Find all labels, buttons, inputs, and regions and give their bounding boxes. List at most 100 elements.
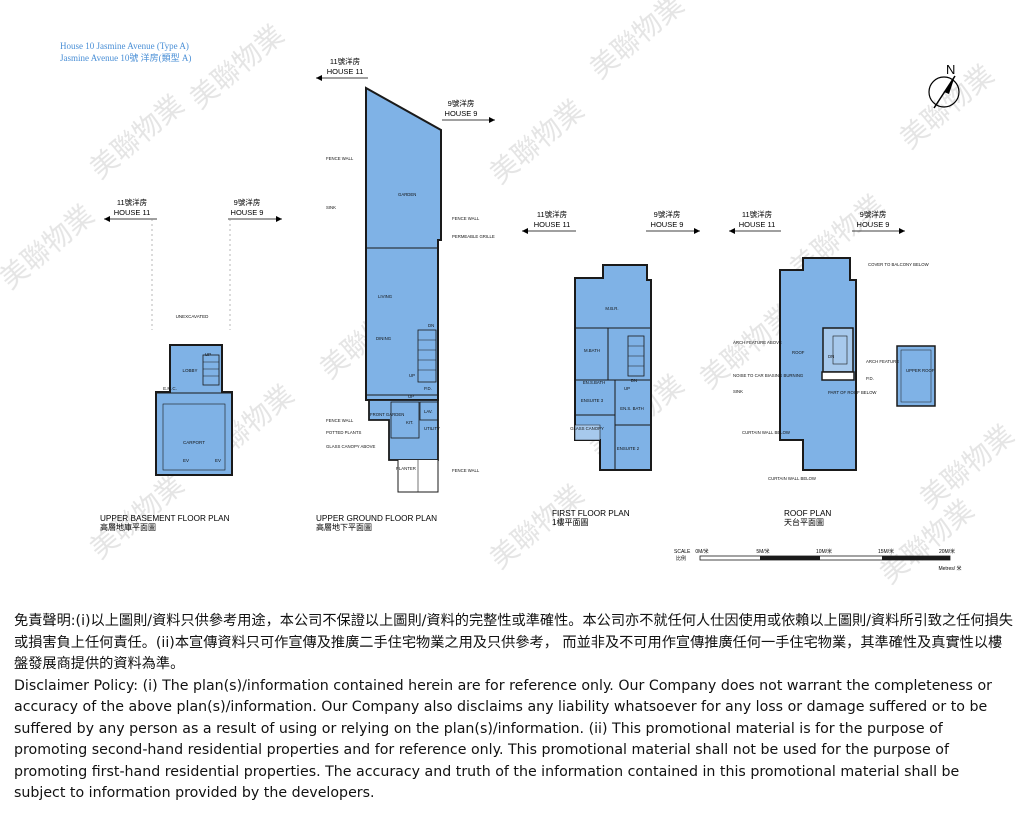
plan-title-zh: 1樓平面圖 bbox=[552, 517, 588, 527]
watermark: 美聯物業 bbox=[914, 419, 1020, 515]
room-label: ARCH FEATURE ABOVE bbox=[733, 340, 782, 345]
house9-en: HOUSE 9 bbox=[231, 208, 264, 217]
watermark-layer: 美聯物業 美聯物業 美聯物業 美聯物業 美聯物業 美聯物業 美聯物業 美聯物業 … bbox=[0, 0, 1020, 590]
plan-title-zh: 高層地庫平面圖 bbox=[100, 522, 156, 532]
plan-title-en: UPPER BASEMENT FLOOR PLAN bbox=[100, 514, 230, 523]
house9-en: HOUSE 9 bbox=[445, 109, 478, 118]
room-label: ROOF bbox=[792, 350, 805, 355]
disclaimer: 免責聲明:(i)以上圖則/資料只供參考用途，本公司不保證以上圖則/資料的完整性或… bbox=[14, 611, 1014, 805]
room-label: FENCE WALL bbox=[326, 156, 354, 161]
floor-plan-drawing: 美聯物業 美聯物業 美聯物業 美聯物業 美聯物業 美聯物業 美聯物業 美聯物業 … bbox=[0, 0, 1020, 590]
north-compass-icon: N bbox=[928, 62, 960, 109]
header-line-en: House 10 Jasmine Avenue (Type A) bbox=[60, 41, 189, 51]
scale-tick: 5M/米 bbox=[756, 548, 769, 555]
room-label: UP bbox=[624, 386, 630, 391]
watermark: 美聯物業 bbox=[584, 0, 690, 85]
house11-en: HOUSE 11 bbox=[327, 67, 364, 76]
north-label: N bbox=[946, 62, 955, 77]
room-label: M.BATH bbox=[584, 348, 600, 353]
room-label: LIVING bbox=[378, 294, 393, 299]
house11-en: HOUSE 11 bbox=[114, 208, 151, 217]
watermark: 美聯物業 bbox=[84, 89, 190, 185]
first-floor-plan: M.B.R. M.BATH EN.S.BATH ENSUITE 3 UP DN … bbox=[552, 264, 652, 527]
header-line-zh: Jasmine Avenue 10號 洋房(類型 A) bbox=[60, 53, 192, 63]
room-label: LOBBY bbox=[182, 368, 197, 373]
watermark: 美聯物業 bbox=[484, 94, 590, 190]
room-label: PART OF ROOF BELOW bbox=[828, 390, 877, 395]
room-label: FENCE WALL bbox=[452, 468, 480, 473]
scale-tick: 20M/米 bbox=[939, 548, 955, 555]
room-label: E.M.C. bbox=[163, 386, 177, 391]
room-label: CURTAIN WALL BELOW bbox=[768, 476, 817, 481]
room-label: UTILITY bbox=[424, 426, 440, 431]
house9-zh: 9號洋房 bbox=[860, 209, 887, 219]
watermark: 美聯物業 bbox=[184, 19, 290, 115]
house11-zh: 11號洋房 bbox=[117, 197, 147, 207]
room-label: UP bbox=[408, 394, 414, 399]
room-label: UNEXCAVATED bbox=[176, 314, 210, 319]
room-label: P.D. bbox=[424, 386, 432, 391]
house11-en: HOUSE 11 bbox=[739, 220, 776, 229]
watermark: 美聯物業 bbox=[874, 494, 980, 590]
scale-label-en: SCALE bbox=[674, 549, 691, 555]
room-label: EV bbox=[215, 458, 221, 463]
scale-bar: SCALE 比例 0M/米 5M/米 10M/米 15M/米 20M/米 Met… bbox=[674, 548, 962, 572]
room-label: GARDEN bbox=[398, 192, 416, 197]
room-label: UP bbox=[205, 352, 211, 357]
room-label: FENCE WALL bbox=[326, 418, 354, 423]
room-label: EV bbox=[183, 458, 189, 463]
house9-zh: 9號洋房 bbox=[234, 197, 261, 207]
room-label: DN bbox=[428, 323, 434, 328]
room-label: PLANTER bbox=[396, 466, 416, 471]
room-label: DINING bbox=[376, 336, 392, 341]
house-marker-group: 11號洋房 HOUSE 11 9號洋房 HOUSE 9 bbox=[729, 209, 905, 234]
room-label: LAV. bbox=[424, 409, 433, 414]
room-label: UP bbox=[409, 373, 415, 378]
room-label: CURTAIN WALL BELOW bbox=[742, 430, 791, 435]
plan-title-en: UPPER GROUND FLOOR PLAN bbox=[316, 514, 437, 523]
room-label: ENSUITE 3 bbox=[581, 398, 604, 403]
plan-title-zh: 高層地下平面圖 bbox=[316, 522, 372, 532]
scale-unit: Metres/ 米 bbox=[938, 565, 961, 572]
plan-header: House 10 Jasmine Avenue (Type A) Jasmine… bbox=[60, 40, 191, 64]
scale-tick: 0M/米 bbox=[695, 548, 708, 555]
room-label: M.B.R. bbox=[605, 306, 618, 311]
scale-tick: 15M/米 bbox=[878, 548, 894, 555]
room-label: SINK bbox=[733, 389, 743, 394]
house11-zh: 11號洋房 bbox=[330, 56, 360, 66]
watermark: 美聯物業 bbox=[0, 199, 100, 295]
room-label: GLASS CANOPY ABOVE bbox=[326, 444, 375, 449]
house11-zh: 11號洋房 bbox=[742, 209, 772, 219]
room-label: ARCH FEATURE bbox=[866, 359, 899, 364]
upper-basement-plan: UNEXCAVATED LOBBY UP E.M.C. CARPORT EV E… bbox=[100, 219, 233, 532]
house-marker-group: 11號洋房 HOUSE 11 9號洋房 HOUSE 9 bbox=[316, 56, 495, 123]
scale-tick: 10M/米 bbox=[816, 548, 832, 555]
room-label: POTTED PLANTS bbox=[326, 430, 361, 435]
room-label: COVER TO BALCONY BELOW bbox=[868, 262, 930, 267]
room-label: UPPER ROOF bbox=[906, 368, 935, 373]
house9-en: HOUSE 9 bbox=[857, 220, 890, 229]
room-label: P.D. bbox=[866, 376, 874, 381]
room-label: SINK bbox=[326, 205, 336, 210]
room-label: ENSUITE 2 bbox=[617, 446, 640, 451]
house-marker-group: 11號洋房 HOUSE 11 9號洋房 HOUSE 9 bbox=[522, 209, 700, 234]
plan-title-zh: 天台平面圖 bbox=[784, 517, 824, 527]
room-label: PERMEABLE GRILLE bbox=[452, 234, 495, 239]
room-label: EN.S. BATH bbox=[620, 406, 644, 411]
room-label: FENCE WALL bbox=[452, 216, 480, 221]
room-label: EN.S.BATH bbox=[583, 380, 605, 385]
room-label: CARPORT bbox=[183, 440, 205, 445]
house9-zh: 9號洋房 bbox=[448, 98, 475, 108]
room-label: DN bbox=[828, 354, 834, 359]
room-label: NOISE TO CAR BIASING BURNING bbox=[733, 373, 804, 378]
plan-title-en: ROOF PLAN bbox=[784, 509, 831, 518]
house11-zh: 11號洋房 bbox=[537, 209, 567, 219]
house9-zh: 9號洋房 bbox=[654, 209, 681, 219]
room-label: KIT. bbox=[406, 420, 413, 425]
room-label: FRONT GARDEN bbox=[370, 412, 404, 417]
disclaimer-en: Disclaimer Policy: (i) The plan(s)/infor… bbox=[14, 677, 992, 802]
disclaimer-zh: 免責聲明:(i)以上圖則/資料只供參考用途，本公司不保證以上圖則/資料的完整性或… bbox=[14, 613, 1013, 672]
upper-ground-plan: FENCE WALL GARDEN SINK FENCE WALL PERMEA… bbox=[316, 86, 495, 532]
house11-en: HOUSE 11 bbox=[534, 220, 571, 229]
room-label: GLASS CANOPY bbox=[570, 426, 604, 431]
